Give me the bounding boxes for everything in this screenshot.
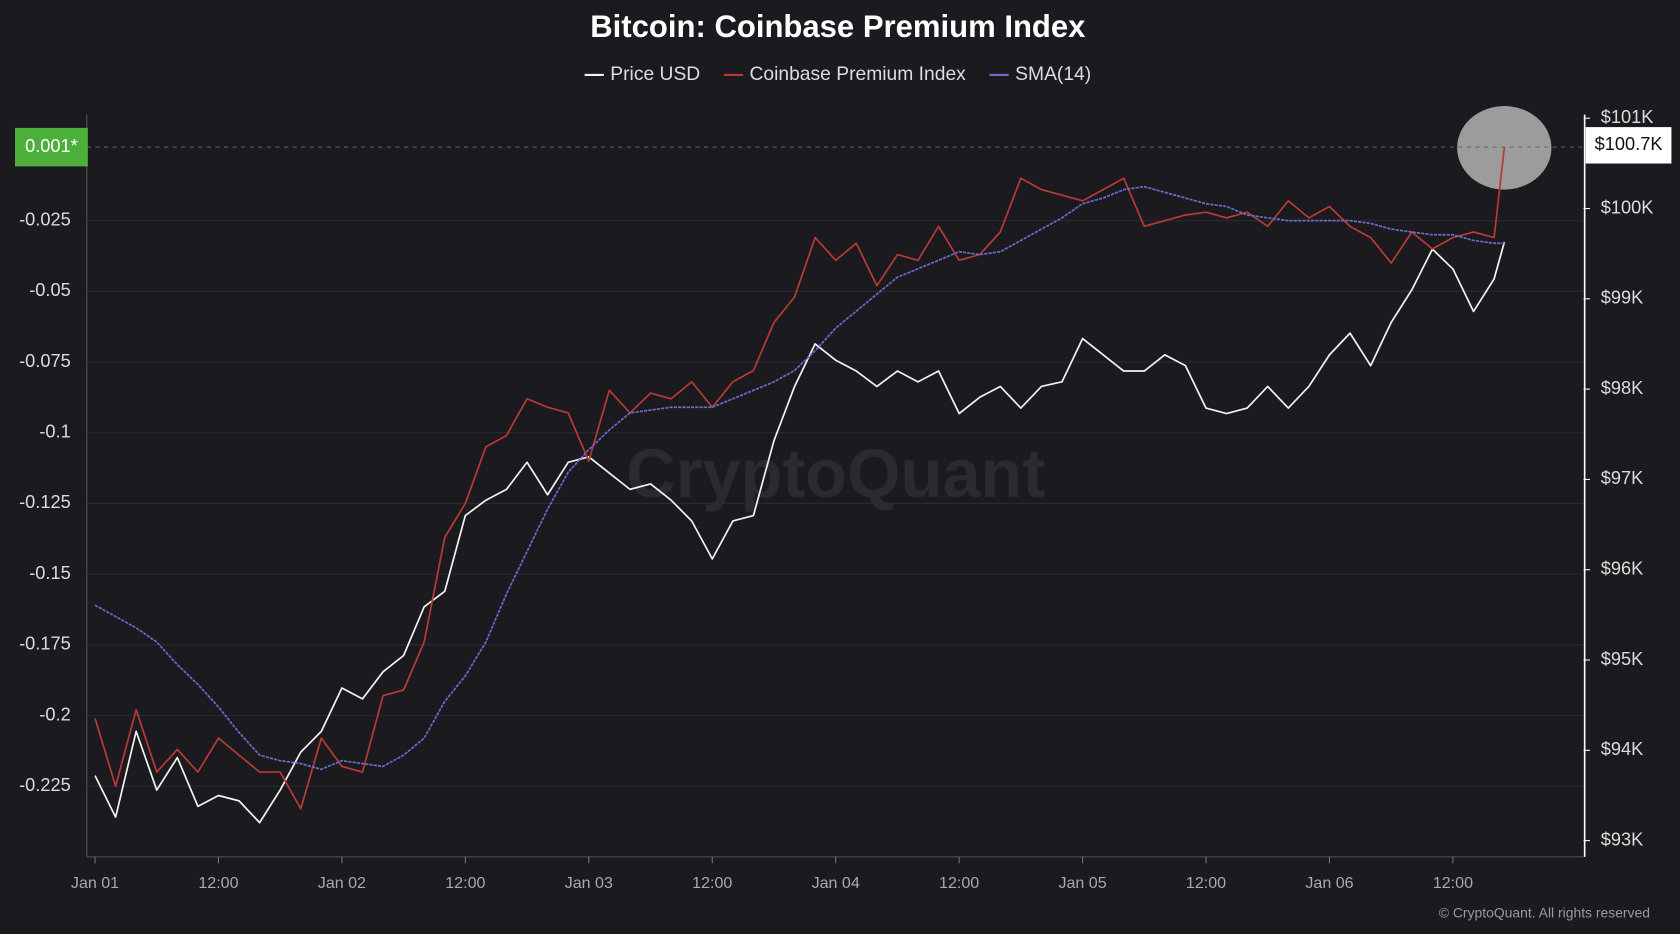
- legend-label: SMA(14): [1015, 64, 1091, 85]
- x-tick-label: Jan 06: [1305, 874, 1353, 892]
- x-tick-label: Jan 01: [71, 874, 119, 892]
- current-price-box: [1585, 127, 1672, 164]
- y-tick-label: -0.175: [19, 634, 71, 654]
- x-tick-label: 12:00: [198, 874, 238, 892]
- y-tick-label: -0.075: [19, 351, 71, 371]
- legend-label: Price USD: [610, 64, 700, 85]
- x-tick-label: 12:00: [1186, 874, 1226, 892]
- y2-tick-label: $96K: [1601, 559, 1644, 579]
- y2-tick-label: $98K: [1601, 378, 1644, 398]
- y2-tick-label: $99K: [1601, 288, 1644, 308]
- y2-tick-label: $93K: [1601, 829, 1644, 849]
- x-tick-label: 12:00: [1433, 874, 1473, 892]
- y2-tick-label: $100K: [1601, 197, 1654, 217]
- series-line: [94, 241, 1506, 824]
- y2-tick-label: $101K: [1601, 107, 1654, 127]
- current-value-box: [15, 127, 88, 167]
- x-tick-label: 12:00: [445, 874, 485, 892]
- legend-item: SMA(14): [989, 64, 1091, 85]
- current-price-label: $100.7K: [1595, 134, 1663, 154]
- x-tick-label: Jan 03: [565, 874, 613, 892]
- series-line: [94, 185, 1505, 771]
- y-tick-label: -0.1: [39, 422, 70, 442]
- chart-title: Bitcoin: Coinbase Premium Index: [590, 9, 1086, 44]
- y2-tick-label: $94K: [1601, 739, 1644, 759]
- y2-tick-label: $97K: [1601, 468, 1644, 488]
- y2-tick-label: $95K: [1601, 649, 1644, 669]
- series-line: [94, 147, 1506, 810]
- copyright: © CryptoQuant. All rights reserved: [1439, 904, 1650, 920]
- x-tick-label: 12:00: [939, 874, 979, 892]
- watermark: CryptoQuant: [626, 435, 1045, 512]
- x-tick-label: 12:00: [692, 874, 732, 892]
- x-tick-label: Jan 04: [812, 874, 860, 892]
- y-tick-label: -0.125: [19, 492, 71, 512]
- y-tick-label: -0.225: [19, 775, 71, 795]
- y-tick-label: -0.2: [39, 704, 70, 724]
- current-value-label: 0.001*: [25, 136, 78, 156]
- y-tick-label: -0.15: [29, 563, 71, 583]
- x-tick-label: Jan 02: [318, 874, 366, 892]
- legend: Price USD Coinbase Premium Index SMA(14): [584, 64, 1091, 85]
- y-tick-label: -0.025: [19, 209, 71, 229]
- legend-item: Coinbase Premium Index: [723, 64, 966, 85]
- legend-item: Price USD: [584, 64, 700, 85]
- legend-label: Coinbase Premium Index: [749, 64, 966, 85]
- x-tick-label: Jan 05: [1058, 874, 1106, 892]
- y-tick-label: -0.05: [29, 280, 71, 300]
